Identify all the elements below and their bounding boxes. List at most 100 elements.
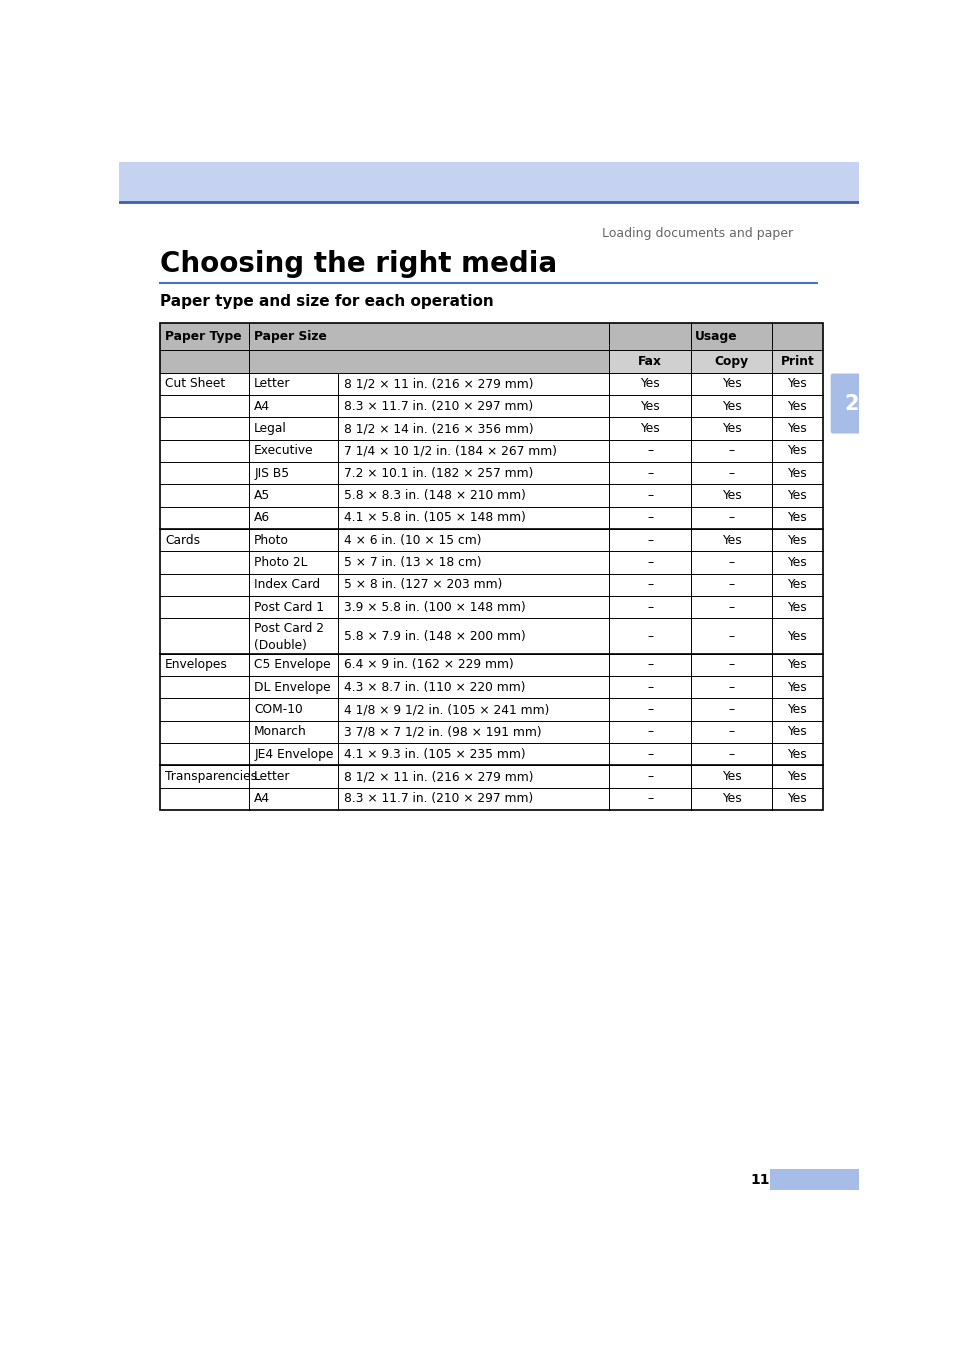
Text: Yes: Yes (720, 422, 740, 435)
Text: A4: A4 (253, 793, 270, 806)
Text: Yes: Yes (720, 793, 740, 806)
Text: –: – (646, 793, 653, 806)
Text: C5 Envelope: C5 Envelope (253, 658, 331, 671)
Text: Yes: Yes (720, 534, 740, 547)
Text: JIS B5: JIS B5 (253, 466, 289, 480)
Text: Yes: Yes (786, 489, 806, 501)
Text: Yes: Yes (786, 658, 806, 671)
Text: Yes: Yes (786, 681, 806, 694)
Text: Index Card: Index Card (253, 578, 320, 592)
FancyBboxPatch shape (830, 373, 872, 434)
Text: Transparencies: Transparencies (165, 770, 256, 783)
Text: 5.8 × 8.3 in. (148 × 210 mm): 5.8 × 8.3 in. (148 × 210 mm) (344, 489, 525, 501)
Text: 5.8 × 7.9 in. (148 × 200 mm): 5.8 × 7.9 in. (148 × 200 mm) (344, 630, 525, 643)
Text: Yes: Yes (720, 400, 740, 412)
Text: Yes: Yes (786, 578, 806, 592)
Text: Cut Sheet: Cut Sheet (165, 377, 225, 391)
Text: 4.1 × 5.8 in. (105 × 148 mm): 4.1 × 5.8 in. (105 × 148 mm) (344, 511, 525, 524)
Bar (159, 373, 822, 810)
Text: Usage: Usage (694, 330, 737, 342)
Text: –: – (728, 555, 734, 569)
Bar (119, 162, 858, 202)
Text: –: – (728, 511, 734, 524)
Text: Paper Size: Paper Size (253, 330, 327, 342)
Text: Yes: Yes (720, 770, 740, 783)
Text: 8 1/2 × 14 in. (216 × 356 mm): 8 1/2 × 14 in. (216 × 356 mm) (344, 422, 533, 435)
Text: –: – (646, 555, 653, 569)
Text: 4.3 × 8.7 in. (110 × 220 mm): 4.3 × 8.7 in. (110 × 220 mm) (344, 681, 525, 694)
Text: –: – (728, 578, 734, 592)
Text: A5: A5 (253, 489, 270, 501)
Text: 8.3 × 11.7 in. (210 × 297 mm): 8.3 × 11.7 in. (210 × 297 mm) (344, 793, 533, 806)
Text: Yes: Yes (786, 445, 806, 457)
Bar (159, 349, 608, 373)
Text: –: – (646, 466, 653, 480)
Text: JE4 Envelope: JE4 Envelope (253, 748, 334, 760)
Text: Yes: Yes (786, 704, 806, 716)
Text: –: – (646, 445, 653, 457)
Text: A4: A4 (253, 400, 270, 412)
Text: 8 1/2 × 11 in. (216 × 279 mm): 8 1/2 × 11 in. (216 × 279 mm) (344, 377, 533, 391)
Text: COM-10: COM-10 (253, 704, 302, 716)
Text: 7.2 × 10.1 in. (182 × 257 mm): 7.2 × 10.1 in. (182 × 257 mm) (344, 466, 533, 480)
Text: DL Envelope: DL Envelope (253, 681, 331, 694)
Text: Yes: Yes (786, 748, 806, 760)
Text: –: – (728, 725, 734, 739)
Text: Paper type and size for each operation: Paper type and size for each operation (159, 294, 493, 309)
Text: Print: Print (780, 355, 814, 368)
Text: Yes: Yes (720, 377, 740, 391)
Text: –: – (646, 511, 653, 524)
Text: Fax: Fax (638, 355, 661, 368)
Text: Yes: Yes (786, 725, 806, 739)
Text: –: – (646, 534, 653, 547)
Text: A6: A6 (253, 511, 270, 524)
Text: Copy: Copy (714, 355, 748, 368)
Text: Yes: Yes (786, 630, 806, 643)
Text: 2: 2 (843, 394, 858, 414)
Text: –: – (646, 658, 653, 671)
Text: –: – (646, 770, 653, 783)
Text: Yes: Yes (786, 400, 806, 412)
Text: –: – (646, 681, 653, 694)
Text: Loading documents and paper: Loading documents and paper (601, 228, 793, 240)
Bar (159, 324, 822, 810)
Text: Yes: Yes (639, 400, 659, 412)
Text: Post Card 2: Post Card 2 (253, 621, 324, 635)
Text: Yes: Yes (786, 601, 806, 613)
Text: Yes: Yes (786, 466, 806, 480)
Text: 8.3 × 11.7 in. (210 × 297 mm): 8.3 × 11.7 in. (210 × 297 mm) (344, 400, 533, 412)
Text: Envelopes: Envelopes (165, 658, 228, 671)
Text: 8 1/2 × 11 in. (216 × 279 mm): 8 1/2 × 11 in. (216 × 279 mm) (344, 770, 533, 783)
Text: Letter: Letter (253, 377, 291, 391)
Text: –: – (646, 489, 653, 501)
Text: –: – (728, 658, 734, 671)
Text: Cards: Cards (165, 534, 200, 547)
Text: –: – (728, 601, 734, 613)
Text: Yes: Yes (786, 511, 806, 524)
Text: –: – (646, 578, 653, 592)
Text: –: – (646, 725, 653, 739)
Text: (Double): (Double) (253, 639, 307, 652)
Text: Yes: Yes (786, 770, 806, 783)
Text: 4.1 × 9.3 in. (105 × 235 mm): 4.1 × 9.3 in. (105 × 235 mm) (344, 748, 525, 760)
Text: 3 7/8 × 7 1/2 in. (98 × 191 mm): 3 7/8 × 7 1/2 in. (98 × 191 mm) (344, 725, 541, 739)
Text: Legal: Legal (253, 422, 287, 435)
Text: Yes: Yes (720, 489, 740, 501)
Text: Executive: Executive (253, 445, 314, 457)
Text: –: – (646, 748, 653, 760)
Text: 7 1/4 × 10 1/2 in. (184 × 267 mm): 7 1/4 × 10 1/2 in. (184 × 267 mm) (344, 445, 557, 457)
Text: Yes: Yes (786, 793, 806, 806)
Text: Choosing the right media: Choosing the right media (159, 251, 557, 278)
Text: –: – (728, 466, 734, 480)
Text: Yes: Yes (786, 534, 806, 547)
Text: 4 1/8 × 9 1/2 in. (105 × 241 mm): 4 1/8 × 9 1/2 in. (105 × 241 mm) (344, 704, 549, 716)
Text: Photo: Photo (253, 534, 289, 547)
Text: Yes: Yes (786, 377, 806, 391)
Text: 11: 11 (750, 1173, 769, 1186)
Bar (769, 1169, 858, 1190)
Text: Paper Type: Paper Type (165, 330, 241, 342)
Text: –: – (728, 704, 734, 716)
Text: –: – (728, 681, 734, 694)
Text: –: – (646, 601, 653, 613)
Text: Yes: Yes (786, 422, 806, 435)
